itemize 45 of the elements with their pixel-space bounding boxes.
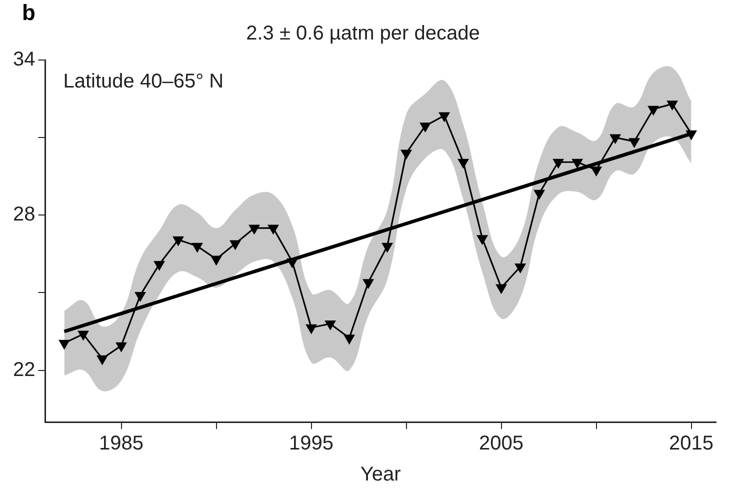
point <box>325 320 336 330</box>
point <box>230 240 240 250</box>
point <box>629 138 640 148</box>
point <box>192 242 202 252</box>
point <box>648 106 658 115</box>
point <box>610 134 620 144</box>
x-axis-title: Year <box>360 464 402 486</box>
point <box>553 158 564 168</box>
point <box>572 158 582 168</box>
x-tick-label: 2015 <box>669 432 714 455</box>
point <box>420 122 430 132</box>
point <box>97 355 108 364</box>
point <box>116 342 126 352</box>
point <box>439 112 450 122</box>
x-tick-label: 1995 <box>289 432 334 455</box>
point <box>268 224 278 234</box>
point <box>534 190 544 199</box>
point <box>667 100 678 110</box>
point <box>344 334 354 344</box>
point <box>135 292 146 302</box>
point <box>78 330 88 340</box>
point <box>154 260 164 270</box>
point <box>401 150 412 159</box>
x-tick-label: 2005 <box>479 432 524 455</box>
point <box>59 340 70 349</box>
y-tick-label: 28 <box>12 204 36 226</box>
chart-title: 2.3 ± 0.6 µatm per decade <box>246 22 480 45</box>
point <box>591 166 602 176</box>
point <box>249 224 260 234</box>
point <box>458 158 468 168</box>
point <box>173 236 184 246</box>
point <box>363 279 374 288</box>
y-tick-label: 34 <box>12 48 36 71</box>
text: b <box>22 0 36 26</box>
point <box>477 235 488 244</box>
point <box>382 242 392 252</box>
annotation: Latitude 40–65° N <box>63 70 224 93</box>
y-tick-label: 22 <box>12 358 36 381</box>
x-tick-label: 1985 <box>99 432 144 455</box>
point <box>686 130 696 140</box>
point <box>306 324 316 334</box>
point <box>287 258 298 268</box>
point <box>496 284 506 294</box>
point <box>211 256 222 265</box>
point <box>515 264 526 273</box>
